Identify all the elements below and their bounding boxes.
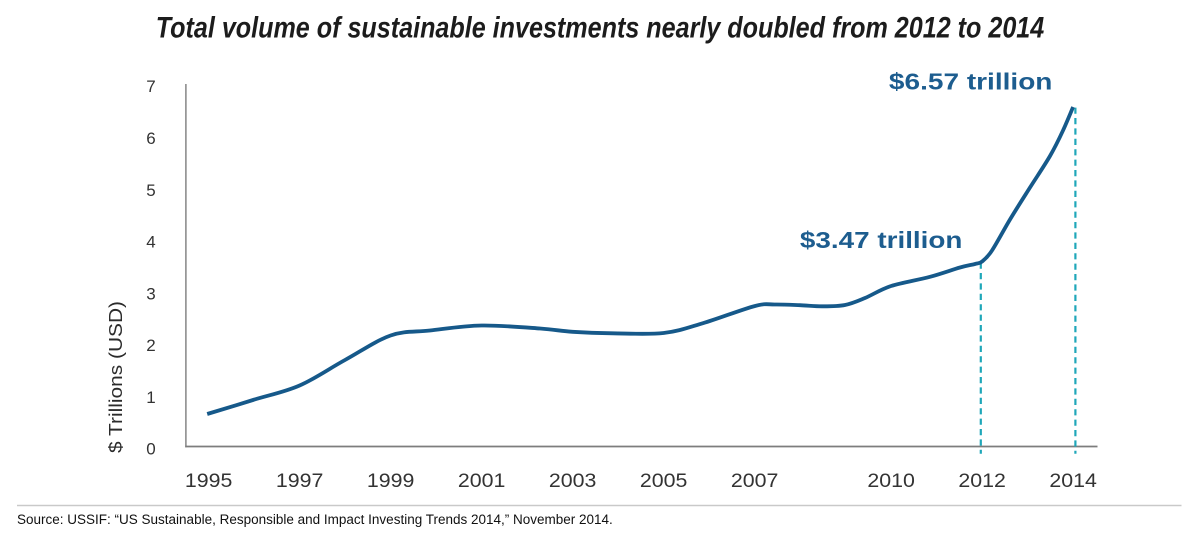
- svg-text:4: 4: [146, 233, 155, 252]
- svg-text:2003: 2003: [549, 471, 597, 492]
- svg-text:$3.47 trillion: $3.47 trillion: [800, 227, 963, 253]
- svg-text:2007: 2007: [731, 471, 779, 492]
- svg-text:3: 3: [146, 284, 155, 303]
- svg-text:6: 6: [146, 129, 155, 148]
- svg-text:2005: 2005: [640, 471, 688, 492]
- svg-text:Total volume of sustainable in: Total volume of sustainable investments …: [156, 12, 1045, 45]
- svg-text:$ Trillions (USD): $ Trillions (USD): [105, 301, 126, 453]
- svg-text:$6.57 trillion: $6.57 trillion: [889, 69, 1053, 95]
- svg-text:7: 7: [146, 77, 155, 96]
- svg-text:1995: 1995: [185, 471, 233, 492]
- svg-text:0: 0: [146, 440, 155, 459]
- svg-text:1999: 1999: [367, 471, 415, 492]
- svg-text:5: 5: [146, 181, 155, 200]
- svg-text:Source: USSIF: “US Sustainable: Source: USSIF: “US Sustainable, Responsi…: [17, 512, 613, 527]
- svg-text:2012: 2012: [958, 471, 1006, 492]
- svg-text:1997: 1997: [276, 471, 324, 492]
- svg-text:2001: 2001: [458, 471, 506, 492]
- svg-text:2010: 2010: [867, 471, 915, 492]
- svg-text:1: 1: [146, 388, 155, 407]
- svg-text:2: 2: [146, 336, 155, 355]
- svg-text:2014: 2014: [1049, 471, 1097, 492]
